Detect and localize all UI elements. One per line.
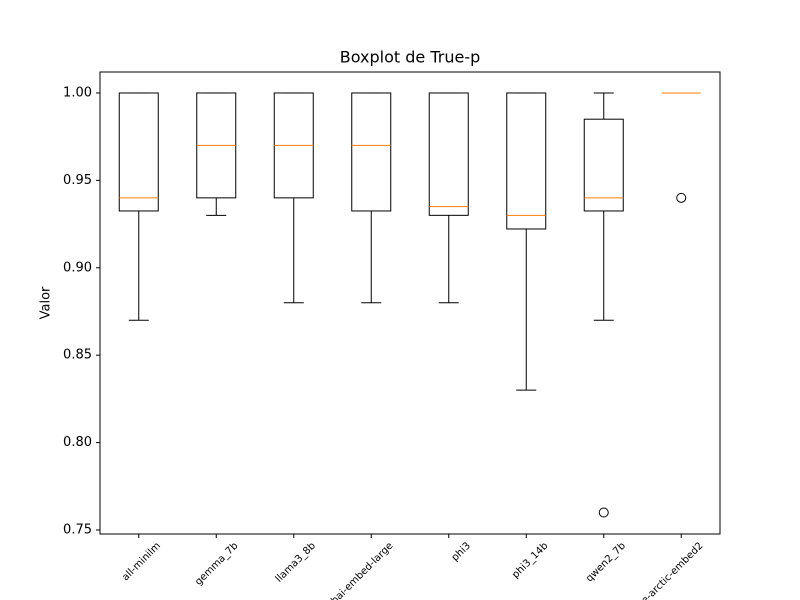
box	[428, 92, 469, 216]
x-tick-label: phi3	[450, 540, 473, 563]
outlier	[676, 192, 687, 203]
x-tick-label: qwen2_7b	[584, 540, 628, 584]
x-tick-label: llama3_8b	[274, 540, 318, 584]
chart-title: Boxplot de True-p	[340, 48, 481, 67]
y-axis-label: Valor	[39, 286, 54, 319]
plot-frame	[99, 71, 721, 535]
y-tick-label: 1.00	[63, 85, 92, 100]
x-tick-label: mxbai-embed-large	[318, 540, 395, 600]
x-tick-label: phi3_14b	[510, 540, 550, 580]
box	[583, 118, 624, 212]
x-tick-label: gemma_7b	[193, 540, 240, 587]
y-tick-label: 0.95	[63, 173, 92, 188]
y-tick-label: 0.75	[63, 522, 92, 537]
box	[118, 92, 159, 212]
outlier	[598, 507, 609, 518]
y-tick-label: 0.85	[63, 348, 92, 363]
box	[351, 92, 392, 212]
y-tick-label: 0.80	[63, 435, 92, 450]
box	[506, 92, 547, 230]
x-tick-label: all-minilm	[120, 540, 163, 583]
y-tick-label: 0.90	[63, 260, 92, 275]
